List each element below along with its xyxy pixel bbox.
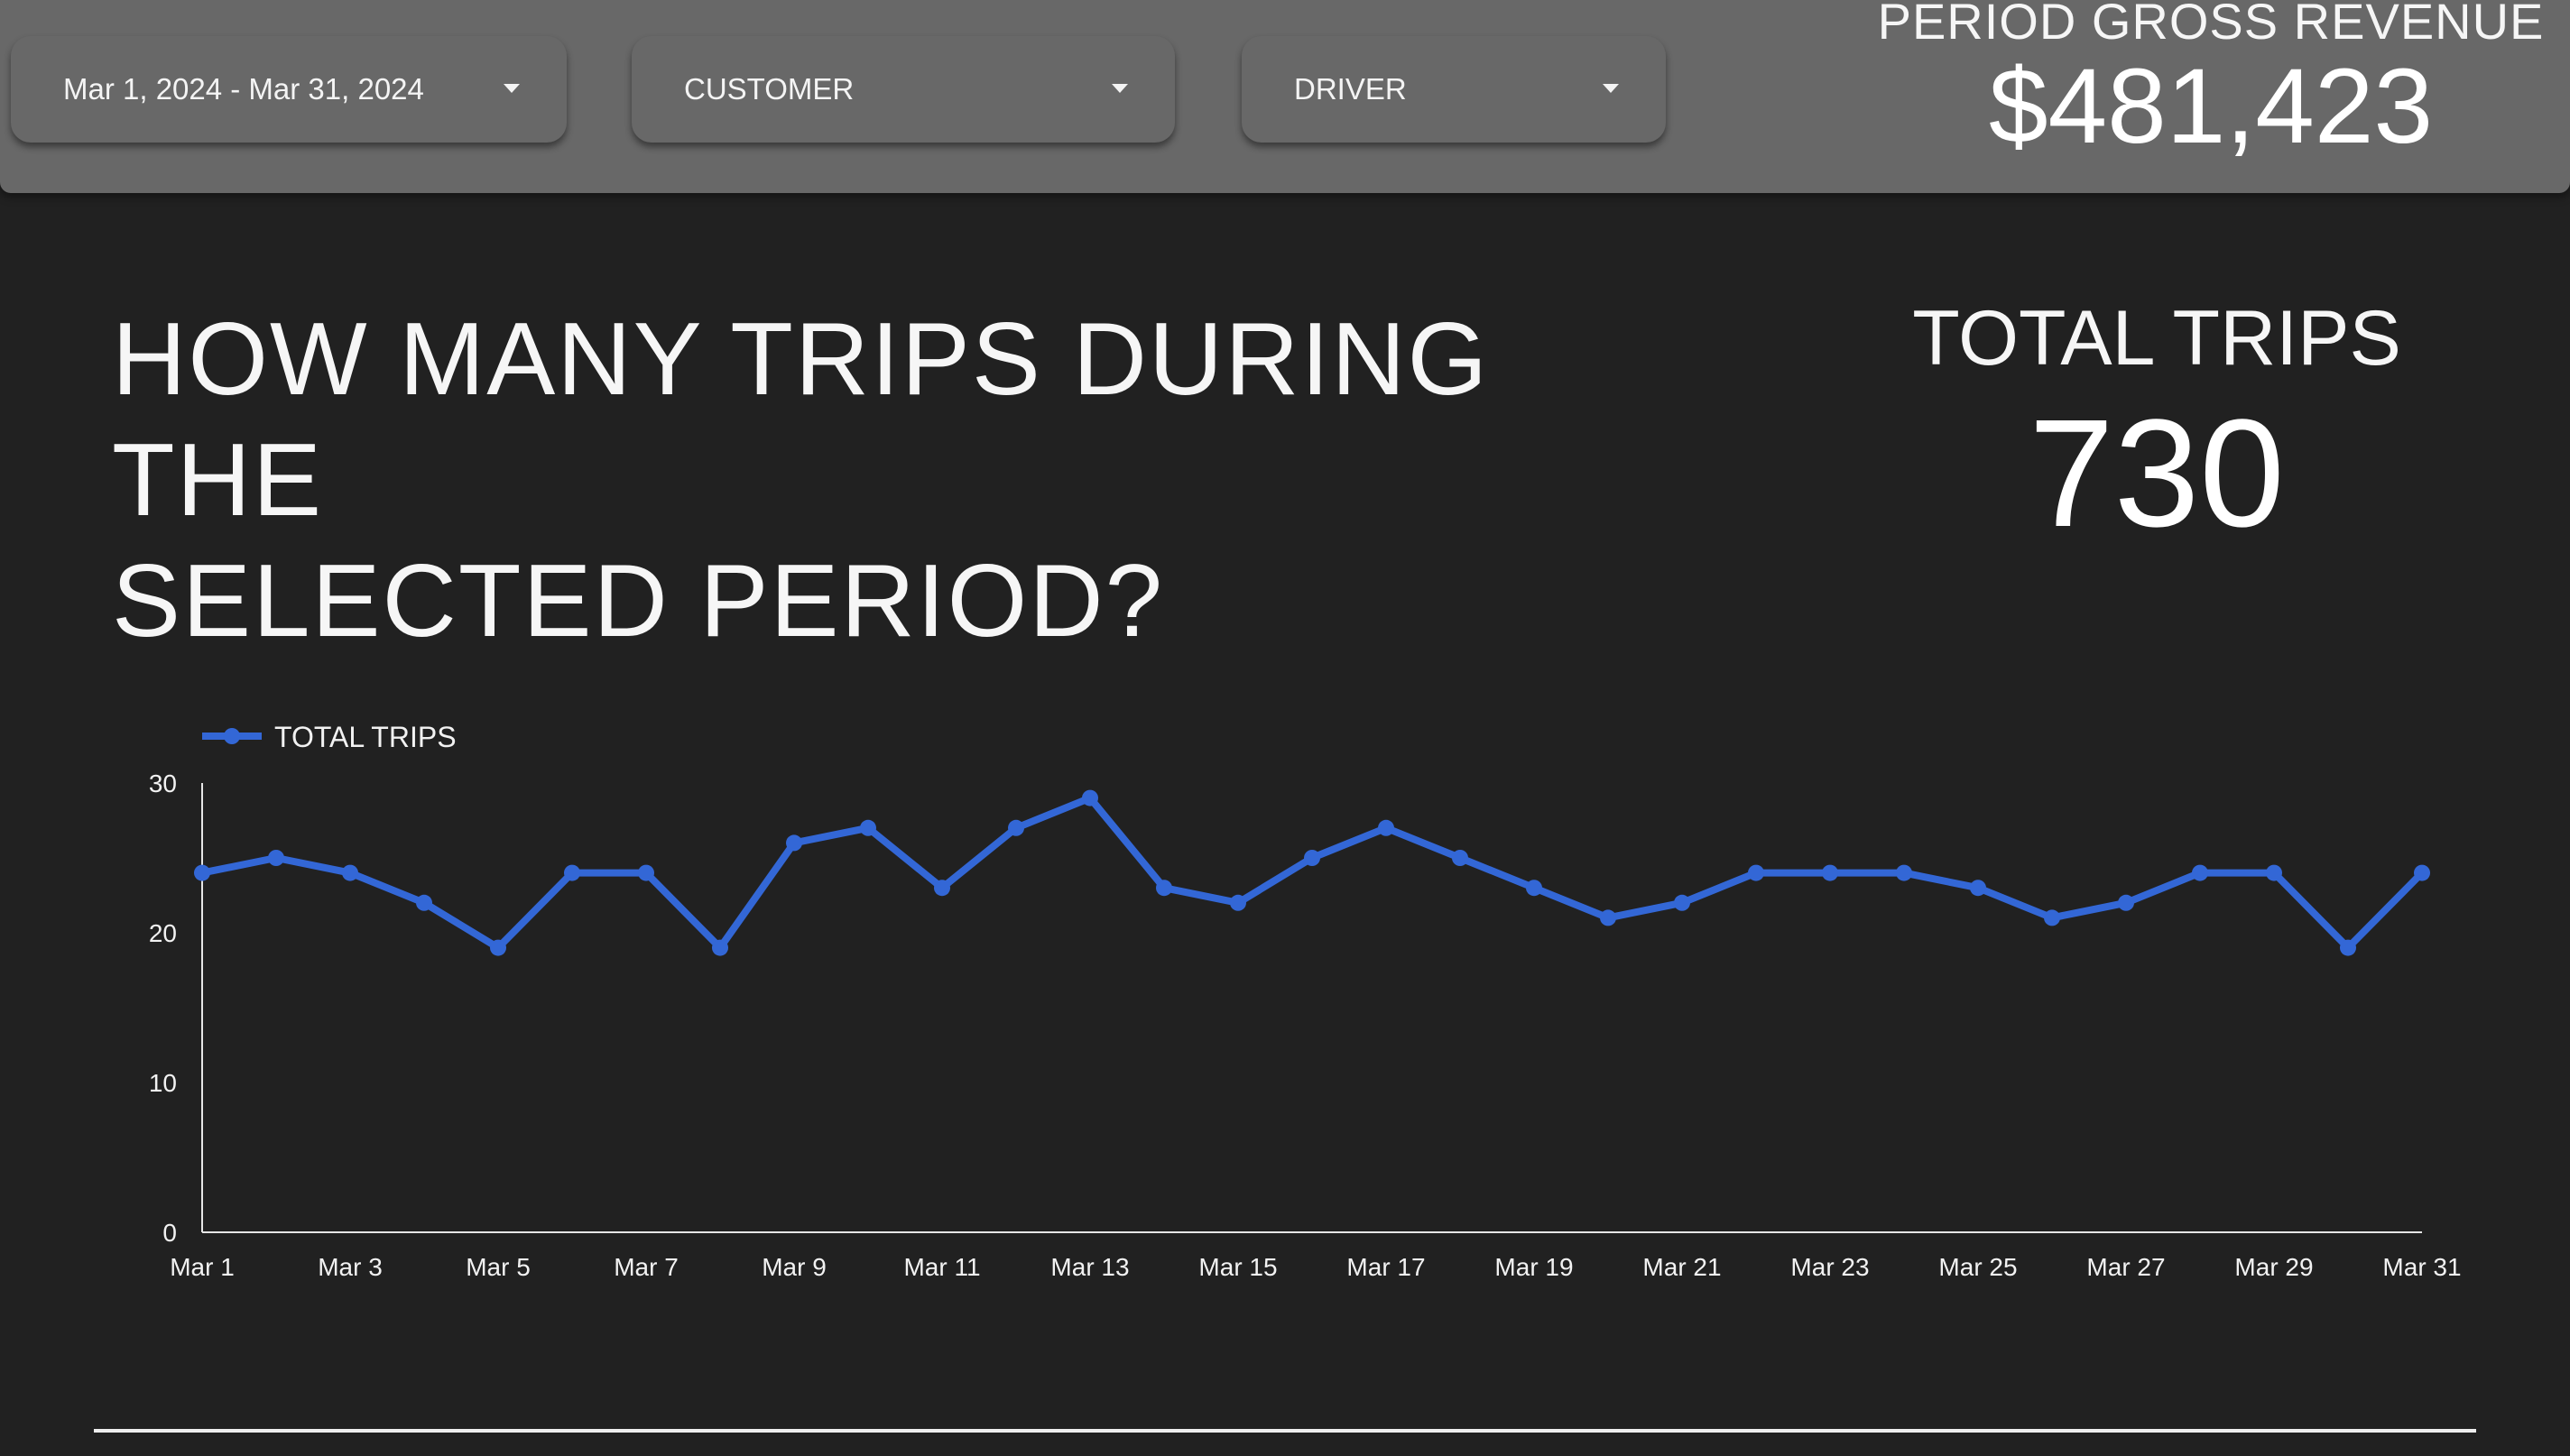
data-point [342,864,358,881]
data-point [268,850,284,866]
caret-down-icon [1112,84,1128,93]
caret-down-icon [1603,84,1619,93]
revenue-value: $481,423 [1988,47,2434,166]
data-point [638,864,654,881]
x-tick-label: Mar 11 [903,1253,980,1281]
data-point [1748,864,1764,881]
data-point [1526,880,1542,897]
data-point [1452,850,1468,866]
data-point [564,864,580,881]
section-divider [94,1429,2476,1433]
y-tick-label: 0 [162,1219,177,1247]
data-point [2414,864,2430,881]
trips-line-chart: TOTAL TRIPS 0 10 20 30 Mar 1 Mar 3 Mar 5 Mar 7… [149,721,2462,1281]
customer-filter[interactable]: CUSTOMER [632,36,1175,143]
chart-axes [201,783,2422,1233]
x-tick-label: Mar 1 [170,1253,235,1281]
data-point [1230,894,1246,911]
legend-label: TOTAL TRIPS [274,721,457,753]
x-tick-label: Mar 5 [466,1253,531,1281]
x-tick-label: Mar 23 [1790,1253,1869,1281]
data-point [1822,864,1838,881]
data-point [1378,819,1394,836]
data-point [2266,864,2282,881]
data-point [416,894,432,911]
data-point [1674,894,1690,911]
x-tick-label: Mar 15 [1198,1253,1277,1281]
data-point [1008,819,1024,836]
series-line [199,794,2426,952]
date-range-filter[interactable]: Mar 1, 2024 - Mar 31, 2024 [11,36,567,143]
data-point [194,864,210,881]
section-heading-line-1: HOW MANY TRIPS DURING THE [112,302,1490,538]
data-point [934,880,950,897]
revenue-label: PERIOD GROSS REVENUE [1877,0,2545,50]
data-point [786,834,802,852]
x-tick-label: Mar 13 [1050,1253,1129,1281]
total-trips-value: 730 [2029,388,2285,559]
series-total-trips [194,789,2430,956]
data-point [1156,880,1172,897]
data-point [1970,880,1986,897]
total-trips-label: TOTAL TRIPS [1912,295,2401,382]
data-point [2340,939,2356,956]
section-heading-line-2: SELECTED PERIOD? [112,544,1164,659]
x-tick-label: Mar 19 [1494,1253,1573,1281]
y-axis-ticks: 0 10 20 30 [149,769,177,1247]
revenue-scorecard: PERIOD GROSS REVENUE $481,423 [1877,0,2545,164]
data-point [1600,909,1616,926]
data-point [712,939,728,956]
driver-filter[interactable]: DRIVER [1242,36,1666,143]
date-range-label: Mar 1, 2024 - Mar 31, 2024 [63,72,424,106]
data-point [1082,789,1098,806]
x-tick-label: Mar 3 [318,1253,383,1281]
x-tick-label: Mar 7 [614,1253,679,1281]
y-tick-label: 20 [149,919,177,947]
customer-filter-label: CUSTOMER [684,72,855,106]
caret-down-icon [504,84,520,93]
y-tick-label: 10 [149,1069,177,1097]
x-tick-label: Mar 9 [762,1253,827,1281]
data-point [2118,894,2134,911]
x-tick-label: Mar 17 [1346,1253,1425,1281]
x-tick-label: Mar 25 [1938,1253,2017,1281]
data-point [860,819,876,836]
data-point [490,939,506,956]
driver-filter-label: DRIVER [1294,72,1407,106]
x-tick-label: Mar 31 [2382,1253,2461,1281]
total-trips-scorecard: TOTAL TRIPS 730 [1841,289,2473,559]
x-axis-ticks: Mar 1 Mar 3 Mar 5 Mar 7 Mar 9 Mar 11 Mar 13 Mar… [170,1253,2461,1281]
data-point [2192,864,2208,881]
data-point [1896,864,1912,881]
x-tick-label: Mar 27 [2086,1253,2165,1281]
chart-legend[interactable]: TOTAL TRIPS [202,721,457,753]
data-point [2044,909,2060,926]
data-point [1304,850,1320,866]
top-filter-bar: Mar 1, 2024 - Mar 31, 2024 CUSTOMER DRIV… [0,0,2570,193]
x-tick-label: Mar 29 [2234,1253,2313,1281]
section-heading: HOW MANY TRIPS DURING THE SELECTED PERIO… [112,299,1700,662]
legend-marker [224,728,240,744]
y-tick-label: 30 [149,769,177,797]
x-tick-label: Mar 21 [1642,1253,1721,1281]
